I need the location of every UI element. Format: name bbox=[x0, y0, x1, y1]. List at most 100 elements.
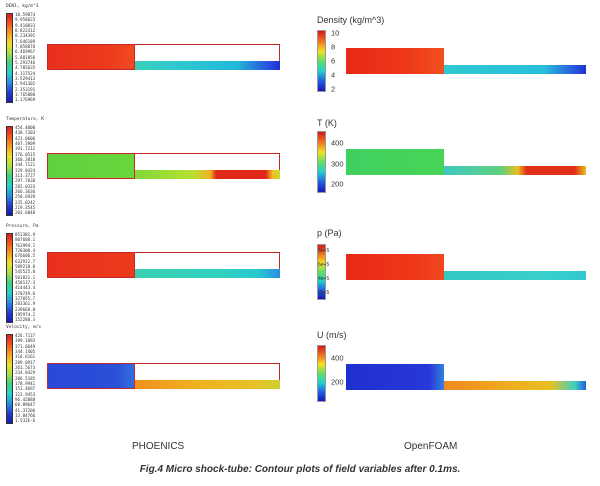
legend-tick: 329.0424 bbox=[15, 167, 36, 173]
legend-tick: 152280.3 bbox=[15, 317, 36, 323]
colorbar bbox=[6, 334, 13, 424]
legend-tick: 2.353191 bbox=[15, 86, 36, 92]
legend-tick: 8.822412 bbox=[15, 27, 36, 33]
openfoam-velocity-label: U (m/s) bbox=[317, 330, 347, 340]
legend-tick: 4.117524 bbox=[15, 70, 36, 76]
phoenics-temperature-legend-title: Temperature, K bbox=[6, 117, 44, 122]
phoenics-pressure-legend: Pressure, Pa 851381.9 807688.1 763994.2 720… bbox=[6, 224, 39, 323]
legend-tick: 96.42088 bbox=[15, 396, 36, 402]
legend-tick: 283361.9 bbox=[15, 301, 36, 307]
openfoam-density-contour bbox=[346, 48, 586, 74]
legend-tick: 501831.1 bbox=[15, 274, 36, 280]
legend-tick: 41.37206 bbox=[15, 407, 36, 413]
colorbar bbox=[317, 244, 326, 300]
openfoam-label: OpenFOAM bbox=[404, 441, 458, 452]
legend-tick: 10.59874 bbox=[15, 12, 36, 17]
legend-tick: 5.293746 bbox=[15, 59, 36, 65]
phoenics-label: PHOENICS bbox=[132, 441, 185, 452]
legend-tick: 589218.8 bbox=[15, 263, 36, 269]
legend-tick: 720300.4 bbox=[15, 247, 36, 253]
phoenics-density-contour bbox=[47, 44, 280, 70]
phoenics-density-legend-title: DEN1, kg/m^3 bbox=[6, 4, 39, 9]
colorbar bbox=[6, 233, 13, 323]
legend-tick: 370749.6 bbox=[15, 290, 36, 296]
legend-tick: 234.0429 bbox=[15, 370, 36, 376]
phoenics-temperature-legend: Temperature, K 454.4000 438.7303 423.0606 4… bbox=[6, 117, 44, 216]
legend-tick: 239668.0 bbox=[15, 306, 36, 312]
legend-tick: 6.469967 bbox=[15, 49, 36, 55]
phoenics-temperature-tick-list: 454.4000 438.7303 423.0606 407.3909 391.7212… bbox=[15, 125, 36, 216]
legend-tick: 391.7212 bbox=[15, 146, 36, 152]
legend-tick: 250.6939 bbox=[15, 194, 36, 200]
phoenics-velocity-contour bbox=[47, 363, 280, 389]
legend-tick: 376.0515 bbox=[15, 151, 36, 157]
phoenics-density-legend: DEN1, kg/m^3 10.59874 9.958623 9.410833 8.8… bbox=[6, 4, 39, 103]
legend-tick: 438.7303 bbox=[15, 130, 36, 136]
openfoam-temperature-label: T (K) bbox=[317, 118, 337, 128]
legend-tick: 4.705635 bbox=[15, 65, 36, 71]
legend-tick: 414443.4 bbox=[15, 285, 36, 291]
phoenics-pressure-contour bbox=[47, 252, 280, 278]
legend-tick: 289.0917 bbox=[15, 359, 36, 365]
legend-tick: 151.4697 bbox=[15, 386, 36, 392]
openfoam-velocity-contour bbox=[346, 364, 586, 390]
legend-tick: 1.176969 bbox=[15, 97, 36, 103]
legend-tick: 807688.1 bbox=[15, 237, 36, 243]
legend-tick: 344.7121 bbox=[15, 162, 36, 168]
phoenics-density-tick-list: 10.59874 9.958623 9.410833 8.822412 8.234391… bbox=[15, 12, 36, 103]
phoenics-pressure-tick-list: 851381.9 807688.1 763994.2 720300.4 676606.5… bbox=[15, 232, 36, 323]
legend-tick: 282.0333 bbox=[15, 183, 36, 189]
legend-tick: 261.5673 bbox=[15, 364, 36, 370]
legend-tick: 399.1893 bbox=[15, 338, 36, 344]
legend-tick: 360.3818 bbox=[15, 156, 36, 162]
legend-tick: 371.6649 bbox=[15, 343, 36, 349]
legend-tick: 219.3545 bbox=[15, 204, 36, 210]
legend-tick: 206.5185 bbox=[15, 375, 36, 381]
legend-tick: 195974.2 bbox=[15, 311, 36, 317]
legend-tick: 297.7030 bbox=[15, 178, 36, 184]
legend-tick: 454.4000 bbox=[15, 125, 36, 130]
colorbar bbox=[6, 13, 13, 103]
legend-tick: 235.0242 bbox=[15, 199, 36, 205]
phoenics-temperature-contour bbox=[47, 153, 280, 179]
legend-tick: 178.9941 bbox=[15, 380, 36, 386]
legend-tick: 423.0606 bbox=[15, 135, 36, 141]
legend-tick: 1.532E-6 bbox=[15, 418, 36, 424]
legend-tick: 851381.9 bbox=[15, 232, 36, 237]
legend-tick: 2.941302 bbox=[15, 81, 36, 87]
legend-tick: 344.1405 bbox=[15, 348, 36, 354]
legend-tick: 3.529413 bbox=[15, 75, 36, 81]
phoenics-velocity-tick-list: 426.7137 399.1893 371.6649 344.1405 316.6161… bbox=[15, 333, 36, 424]
legend-tick: 7.058078 bbox=[15, 43, 36, 49]
legend-tick: 676606.5 bbox=[15, 253, 36, 259]
colorbar bbox=[317, 30, 326, 92]
legend-tick: 13.84766 bbox=[15, 412, 36, 418]
legend-tick: 313.3727 bbox=[15, 172, 36, 178]
figure-caption: Fig.4 Micro shock-tube: Contour plots of… bbox=[139, 464, 461, 475]
legend-tick: 9.410833 bbox=[15, 22, 36, 28]
openfoam-pressure-contour bbox=[346, 254, 586, 280]
legend-tick: 68.89647 bbox=[15, 402, 36, 408]
colorbar bbox=[317, 345, 326, 402]
legend-tick: 407.3909 bbox=[15, 140, 36, 146]
legend-tick: 266.3636 bbox=[15, 188, 36, 194]
phoenics-velocity-legend: Velocity, m/s 426.7137 399.1893 371.6649 34… bbox=[6, 325, 41, 424]
legend-tick: 7.646189 bbox=[15, 38, 36, 44]
legend-tick: 203.6848 bbox=[15, 210, 36, 216]
legend-tick: 316.6161 bbox=[15, 354, 36, 360]
legend-tick: 1.765080 bbox=[15, 91, 36, 97]
legend-tick: 123.9453 bbox=[15, 391, 36, 397]
openfoam-pressure-label: p (Pa) bbox=[317, 228, 342, 238]
phoenics-velocity-legend-title: Velocity, m/s bbox=[6, 325, 42, 330]
legend-tick: 5.881856 bbox=[15, 54, 36, 60]
legend-tick: 426.7137 bbox=[15, 333, 36, 338]
legend-tick: 458137.3 bbox=[15, 279, 36, 285]
legend-tick: 763994.2 bbox=[15, 242, 36, 248]
colorbar bbox=[6, 126, 13, 216]
openfoam-temperature-contour bbox=[346, 149, 586, 175]
legend-tick: 9.958623 bbox=[15, 17, 36, 23]
colorbar bbox=[317, 131, 326, 193]
legend-tick: 327055.7 bbox=[15, 295, 36, 301]
openfoam-density-label: Density (kg/m^3) bbox=[317, 15, 385, 25]
legend-tick: 545525.0 bbox=[15, 269, 36, 275]
